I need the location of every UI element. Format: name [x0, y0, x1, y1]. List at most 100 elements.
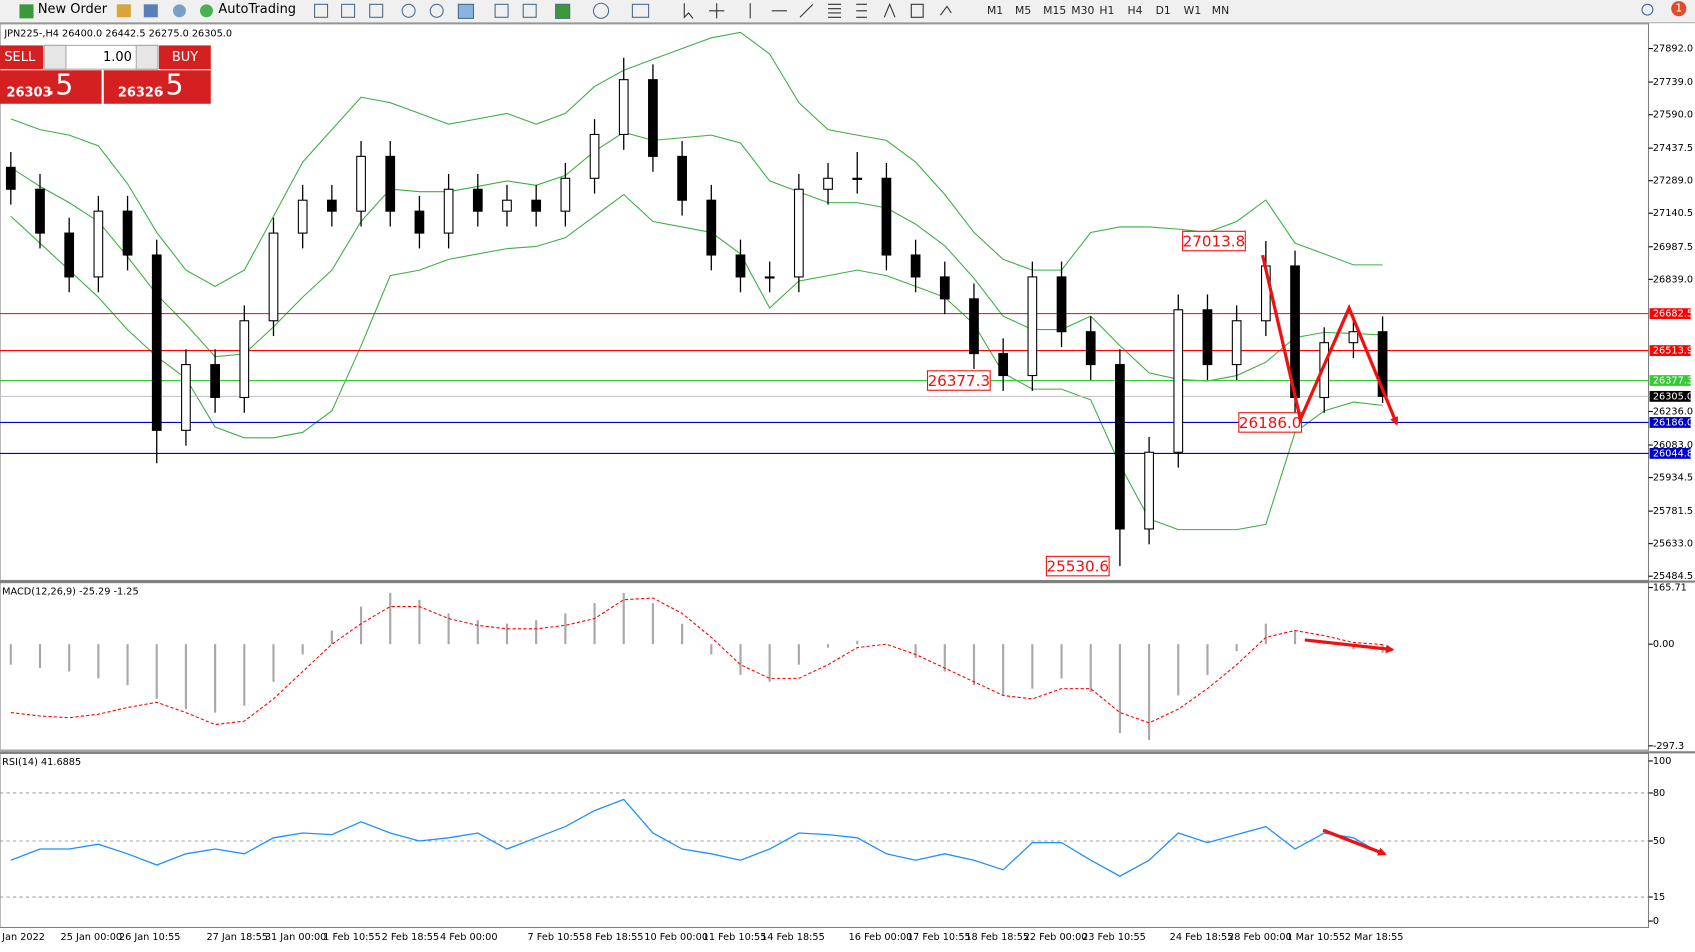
x-tick-label: 7 Feb 10:55 — [528, 932, 586, 943]
new-order-icon[interactable] — [19, 4, 34, 19]
candle-body — [1115, 364, 1125, 530]
timeframe-button[interactable]: H1 — [1099, 4, 1114, 17]
templates-icon[interactable] — [631, 3, 650, 18]
y-tick-label: 26987.5 — [1653, 242, 1693, 253]
timeframe-button[interactable]: D1 — [1156, 4, 1171, 17]
tool-icon[interactable] — [555, 3, 571, 19]
x-tick-label: 31 Jan 00:00 — [265, 932, 327, 943]
tool-icon[interactable] — [457, 3, 475, 19]
buy-button[interactable] — [158, 45, 211, 70]
tool-icon[interactable] — [522, 3, 537, 18]
price-level-tag — [1649, 308, 1691, 320]
tool-icon[interactable] — [116, 4, 131, 18]
candle-body — [735, 254, 746, 278]
indicator-header: MACD(12,26,9) -25.29 -1.25 — [2, 586, 138, 597]
candle-body — [64, 232, 75, 278]
zoom-in[interactable] — [401, 3, 416, 18]
tool-icon[interactable] — [314, 3, 329, 18]
candle-body — [327, 199, 337, 212]
autotrading-icon[interactable] — [199, 4, 213, 18]
trendline-icon[interactable] — [799, 3, 814, 18]
price-panel — [0, 23, 1650, 582]
lot-down[interactable] — [43, 44, 67, 70]
tool-icon[interactable] — [369, 3, 384, 18]
price-level-tag — [1649, 375, 1691, 386]
candle-body — [969, 298, 979, 355]
x-tick-label: 28 Feb 00:00 — [1228, 932, 1292, 943]
candle-body — [998, 353, 1009, 377]
toolbar-bg — [0, 0, 1695, 23]
candle-body — [764, 276, 775, 279]
bid-price[interactable]: 26303 — [6, 85, 51, 100]
x-tick-label: 17 Feb 10:55 — [907, 932, 971, 943]
macd-signal — [10, 597, 1383, 726]
y-tick-label: 26083.0 — [1653, 440, 1693, 451]
candle-body — [268, 232, 279, 322]
price-level-tag — [1649, 390, 1691, 402]
timeframe-button[interactable]: H4 — [1127, 4, 1142, 17]
x-tick-label: 2 Feb 18:55 — [382, 932, 440, 943]
lot-value[interactable]: 1.00 — [103, 50, 132, 65]
tool-icon[interactable] — [172, 4, 186, 18]
candle-body — [1319, 342, 1330, 399]
bid-pips[interactable]: .5 — [46, 68, 73, 101]
ask-pips[interactable]: .5 — [157, 68, 184, 101]
fibo-icon[interactable] — [856, 3, 867, 18]
candle-body — [589, 133, 600, 179]
notification-badge[interactable] — [1671, 1, 1687, 17]
x-tick-label: 2 Mar 18:55 — [1345, 932, 1404, 943]
candle-body — [560, 177, 571, 212]
lot-up[interactable] — [135, 44, 159, 70]
buy-label[interactable]: BUY — [172, 50, 198, 65]
ask-box[interactable] — [103, 70, 211, 104]
price-annotation-box — [1238, 412, 1303, 433]
crosshair-icon[interactable] — [709, 3, 725, 19]
label-icon[interactable] — [910, 3, 924, 18]
zoom-out[interactable] — [429, 3, 444, 18]
periods-icon[interactable] — [592, 2, 610, 19]
candle-body — [297, 199, 308, 234]
x-tick-label: 8 Feb 18:55 — [586, 932, 644, 943]
timeframe-button[interactable]: W1 — [1184, 4, 1202, 17]
timeframe-button[interactable]: M1 — [987, 4, 1003, 17]
candle-body — [852, 177, 863, 180]
bid-box[interactable] — [0, 70, 102, 104]
candle-body — [648, 79, 658, 157]
price-level-tag — [1649, 345, 1691, 356]
y-tick-label: 27590.0 — [1653, 110, 1693, 121]
channel-icon[interactable] — [828, 3, 842, 18]
search-icon[interactable] — [1641, 3, 1654, 16]
timeframe-button[interactable]: MN — [1212, 4, 1229, 17]
candle-body — [1027, 276, 1038, 377]
sell-button[interactable] — [0, 45, 44, 70]
sell-label[interactable]: SELL — [4, 50, 36, 65]
price-level-tag — [1649, 447, 1691, 459]
new-order-button[interactable]: New Order — [38, 2, 108, 17]
candle-body — [122, 210, 133, 256]
one-click-panel: SELL 1.00 BUY 26303 .5 26326 .5 — [0, 44, 211, 104]
candle-body — [35, 188, 45, 234]
timeframe-button[interactable]: M30 — [1071, 4, 1094, 17]
timeframe-button[interactable]: M5 — [1015, 4, 1031, 17]
x-tick-label: 16 Feb 00:00 — [849, 932, 913, 943]
y-tick-label: 0 — [1653, 916, 1659, 927]
cursor-icon[interactable] — [683, 3, 694, 19]
candle-body — [5, 166, 16, 190]
timeframe-button[interactable]: M15 — [1043, 4, 1066, 17]
price-level-label: 26186.0 — [1653, 417, 1693, 428]
text-icon[interactable] — [883, 2, 896, 18]
candle-body — [1173, 309, 1184, 453]
arrows-icon[interactable] — [940, 5, 952, 16]
tool-icon[interactable] — [143, 4, 158, 18]
candle-body — [239, 320, 250, 399]
price-level-label: 26044.8 — [1653, 448, 1693, 459]
autotrading-button[interactable]: AutoTrading — [218, 2, 296, 17]
y-tick-label: 165.71 — [1653, 583, 1687, 594]
price-annotation-box — [1045, 555, 1110, 577]
candle-body — [881, 177, 892, 256]
tool-icon[interactable] — [341, 3, 356, 18]
ask-price[interactable]: 26326 — [118, 85, 163, 100]
tool-icon[interactable] — [494, 3, 509, 18]
